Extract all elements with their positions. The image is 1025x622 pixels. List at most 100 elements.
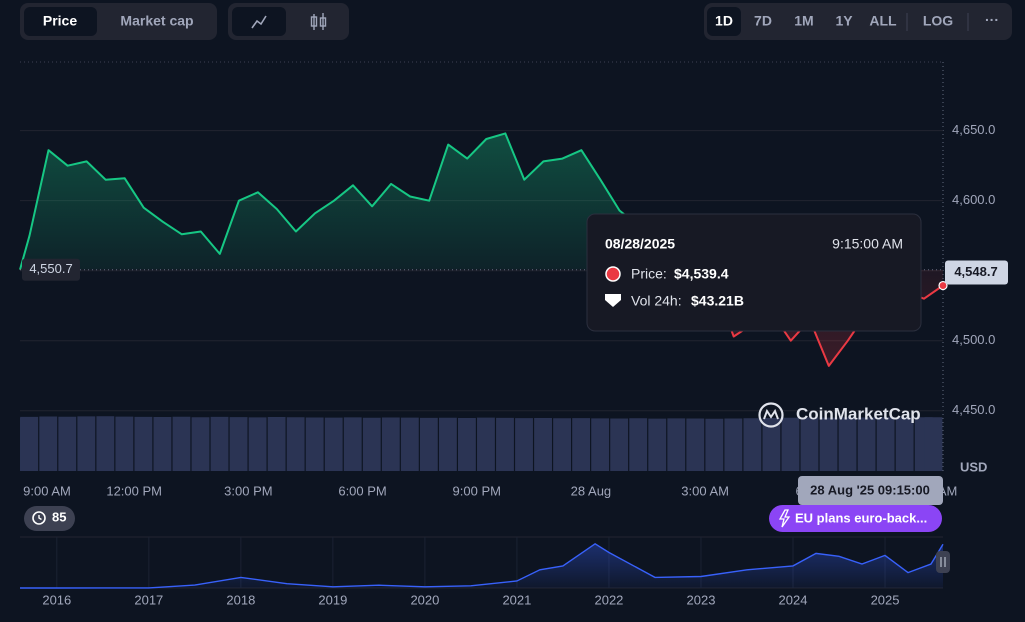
volume-bar <box>305 417 324 471</box>
range-group <box>704 3 1012 40</box>
range-button[interactable]: 1Y <box>835 13 853 29</box>
volume-icon <box>605 294 621 307</box>
price-series <box>19 132 948 367</box>
price-dot <box>605 266 621 282</box>
time-badge-text: 28 Aug '25 09:15:00 <box>810 482 930 497</box>
volume-bar <box>534 417 552 471</box>
volume-bar <box>800 417 819 471</box>
volume-bar <box>553 418 572 471</box>
history-icon-hands <box>38 515 42 521</box>
volume-bar <box>153 416 172 471</box>
volume-bars <box>20 416 943 471</box>
volume-bar <box>591 418 610 471</box>
tooltip-volume-label: Vol 24h: <box>631 293 682 309</box>
y-tick-label: 4,450.0 <box>952 402 995 417</box>
x-tick-label: 28 Aug <box>571 483 612 498</box>
log-button[interactable]: LOG <box>923 13 953 29</box>
news-pill-box[interactable] <box>769 505 942 532</box>
volume-bar <box>39 416 58 471</box>
volume-bar <box>419 417 438 471</box>
tab[interactable]: Market cap <box>120 13 193 29</box>
x-tick-label: 6:00 PM <box>338 483 386 498</box>
overview-tick-label: 2022 <box>594 592 623 607</box>
line-icon <box>251 15 267 29</box>
volume-bar <box>819 417 838 471</box>
news-pill[interactable]: EU plans euro-back... <box>769 505 942 532</box>
overview-tick-label: 2024 <box>779 592 808 607</box>
x-tick-label: 3:00 PM <box>224 483 272 498</box>
tooltip-volume: $43.21B <box>691 293 744 309</box>
volume-bar <box>58 416 77 471</box>
tooltip-price-label: Price: <box>631 266 667 282</box>
candle-body <box>319 17 327 27</box>
tab[interactable]: Price <box>43 13 77 29</box>
y-unit: USD <box>960 459 987 474</box>
range-active[interactable] <box>707 7 741 36</box>
time-badge-box <box>798 476 943 505</box>
volume-bar <box>686 418 705 471</box>
volume-bar <box>267 416 286 471</box>
volume-bar <box>705 418 724 471</box>
volume-bar <box>172 416 191 471</box>
volume-bar <box>667 418 686 471</box>
volume-bar <box>496 417 514 471</box>
overview-tick-label: 2019 <box>318 592 347 607</box>
history-badge[interactable]: 85 <box>24 506 75 531</box>
volume-bar <box>400 417 419 471</box>
overview-handle[interactable] <box>936 551 950 573</box>
axes: 4,450.04,500.04,550.04,600.04,650.0USD9:… <box>22 122 1008 498</box>
volume-bar <box>857 417 876 471</box>
volume-bar <box>229 417 248 471</box>
tooltip-date: 08/28/2025 <box>605 236 675 252</box>
volume-bar <box>286 417 305 471</box>
tooltip: 08/28/2025 9:15:00 AM Price: $4,539.4 Vo… <box>586 213 922 332</box>
volume-bar <box>895 417 914 471</box>
brand-logo <box>758 402 784 428</box>
volume-bar <box>324 417 343 471</box>
overview-tick-label: 2020 <box>410 592 439 607</box>
brand-logo-mark <box>763 408 779 420</box>
candle-body <box>310 16 318 27</box>
volume-bar <box>515 418 533 471</box>
overview-tick-label: 2016 <box>42 592 71 607</box>
history-badge-box[interactable] <box>24 506 75 531</box>
y-tick-label: 4,650.0 <box>952 122 995 137</box>
range-button[interactable]: 7D <box>754 13 772 29</box>
x-tick-label: 12:00 PM <box>106 483 162 498</box>
tooltip-price: $4,539.4 <box>674 266 729 282</box>
range-button[interactable]: 1D <box>715 13 733 29</box>
more-button[interactable]: ··· <box>985 12 999 28</box>
tooltip-box <box>586 213 922 332</box>
volume-bar <box>838 417 857 471</box>
volume-bar <box>20 416 39 471</box>
brand: CoinMarketCap <box>758 402 921 428</box>
time-badge: 28 Aug '25 09:15:00 <box>798 476 943 505</box>
volume-bar <box>248 417 267 471</box>
news-text[interactable]: EU plans euro-back... <box>795 510 927 525</box>
volume-bar <box>572 418 591 471</box>
history-icon <box>32 511 46 525</box>
volume-bar <box>762 417 781 471</box>
baseline-label-box <box>22 258 80 281</box>
range-button[interactable]: 1M <box>794 13 813 29</box>
current-price-label: 4,548.7 <box>954 264 997 279</box>
overview-line <box>20 542 944 589</box>
volume-bar <box>610 418 629 471</box>
x-tick-label: 3:00 AM <box>681 483 729 498</box>
volume-bar <box>629 418 648 471</box>
tab-active[interactable] <box>24 7 97 36</box>
current-price-box <box>945 260 1008 285</box>
x-tick-label: 9:00 PM <box>453 483 501 498</box>
overview-tick-label: 2025 <box>871 592 900 607</box>
volume-bar <box>115 416 134 471</box>
brand-name: CoinMarketCap <box>796 404 921 423</box>
range-button[interactable]: ALL <box>869 13 897 29</box>
volume-bar <box>648 418 667 471</box>
overview-tick-label: 2017 <box>134 592 163 607</box>
candle-icon[interactable] <box>310 13 327 30</box>
volume-bar <box>781 417 800 471</box>
volume-bar <box>381 417 400 471</box>
volume-bar <box>477 417 495 471</box>
